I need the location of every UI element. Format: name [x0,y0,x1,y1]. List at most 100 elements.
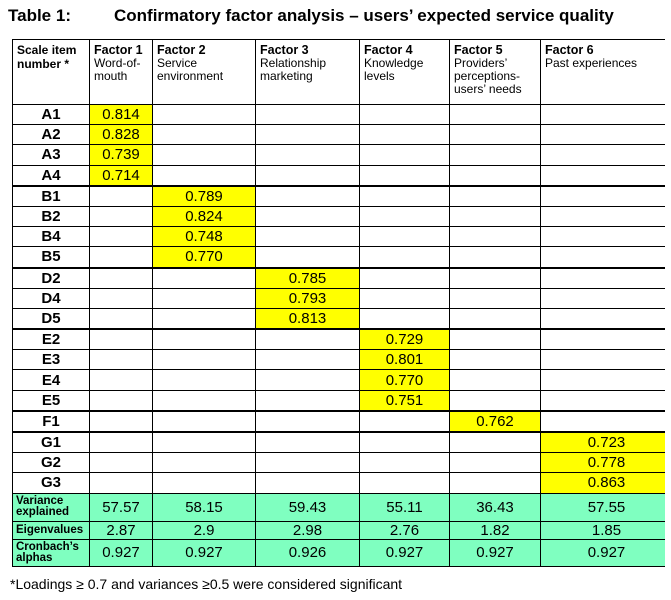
table-row: B4 0.748 [12,226,671,248]
loading-value: 0.770 [359,369,450,391]
empty-cell [89,328,153,351]
table-row: A3 0.739 [12,144,671,166]
empty-cell [359,431,450,454]
empty-cell [89,452,153,474]
empty-cell [359,205,450,228]
scale-item-label: E4 [12,369,90,391]
loading-value: 0.801 [359,349,450,371]
empty-cell [449,266,541,289]
empty-cell [540,164,671,187]
empty-cell [359,246,450,268]
loading-value: 0.762 [449,409,541,433]
scale-item-label: E2 [12,328,90,351]
empty-cell [152,409,256,433]
empty-cell [359,287,450,309]
loading-value: 0.739 [89,144,153,166]
empty-cell [89,389,153,412]
empty-cell [255,124,360,146]
empty-cell [449,472,541,494]
empty-cell [255,369,360,391]
table-label: Table 1: [8,6,71,25]
empty-cell [540,226,671,248]
empty-cell [255,452,360,474]
empty-cell [255,205,360,228]
scale-item-label: E5 [12,389,90,412]
empty-cell [255,226,360,248]
empty-cell [449,144,541,166]
empty-cell [449,103,541,126]
empty-cell [152,266,256,289]
table-row: B1 0.789 [12,184,671,207]
empty-cell [359,184,450,207]
eigen-f3: 2.98 [255,520,360,540]
scale-item-label: F1 [12,409,90,433]
empty-cell [152,431,256,454]
scale-item-label: B4 [12,226,90,248]
empty-cell [359,124,450,146]
loading-value: 0.824 [152,205,256,228]
empty-cell [152,124,256,146]
table-row: A4 0.714 [12,164,671,187]
empty-cell [359,452,450,474]
empty-cell [152,349,256,371]
empty-cell [255,246,360,268]
empty-cell [152,369,256,391]
empty-cell [540,369,671,391]
empty-cell [255,328,360,351]
loading-value: 0.729 [359,328,450,351]
cfa-table: Scale item number * Factor 1 Word-of-mou… [12,39,671,567]
loading-value: 0.751 [359,389,450,412]
empty-cell [152,307,256,330]
empty-cell [255,184,360,207]
eigen-f6: 1.85 [540,520,671,540]
loading-value: 0.813 [255,307,360,330]
header-factor-3: Factor 3 Relationship marketing [255,39,360,105]
scale-item-label: A4 [12,164,90,187]
table-row: E3 0.801 [12,349,671,371]
empty-cell [255,103,360,126]
variance-f6: 57.55 [540,492,671,522]
scale-item-label: B1 [12,184,90,207]
loading-value: 0.863 [540,472,671,494]
empty-cell [540,246,671,268]
empty-cell [255,389,360,412]
table-row: G2 0.778 [12,452,671,474]
empty-cell [540,103,671,126]
variance-f1: 57.57 [89,492,153,522]
empty-cell [540,287,671,309]
table-row: B2 0.824 [12,205,671,228]
cronbach-row: Cronbach’s alphas 0.927 0.927 0.926 0.92… [12,538,671,567]
eigen-f4: 2.76 [359,520,450,540]
empty-cell [359,226,450,248]
empty-cell [359,307,450,330]
header-factor-2: Factor 2 Service environment [152,39,256,105]
empty-cell [89,246,153,268]
empty-cell [449,184,541,207]
loading-value: 0.714 [89,164,153,187]
header-factor-5: Factor 5 Providers’ perceptions- users’ … [449,39,541,105]
empty-cell [540,144,671,166]
empty-cell [152,164,256,187]
empty-cell [359,144,450,166]
empty-cell [449,287,541,309]
empty-cell [540,389,671,412]
eigenvalues-label: Eigenvalues [12,520,90,540]
table-row: E5 0.751 [12,389,671,412]
empty-cell [359,472,450,494]
variance-row: Variance explained 57.57 58.15 59.43 55.… [12,492,671,522]
variance-f5: 36.43 [449,492,541,522]
loading-value: 0.789 [152,184,256,207]
empty-cell [89,307,153,330]
scale-item-label: E3 [12,349,90,371]
header-factor-1: Factor 1 Word-of-mouth [89,39,153,105]
scale-item-label: D4 [12,287,90,309]
empty-cell [89,266,153,289]
loading-value: 0.778 [540,452,671,474]
eigen-f1: 2.87 [89,520,153,540]
empty-cell [540,307,671,330]
eigenvalues-row: Eigenvalues 2.87 2.9 2.98 2.76 1.82 1.85 [12,520,671,540]
empty-cell [89,287,153,309]
empty-cell [89,349,153,371]
empty-cell [152,389,256,412]
empty-cell [359,409,450,433]
